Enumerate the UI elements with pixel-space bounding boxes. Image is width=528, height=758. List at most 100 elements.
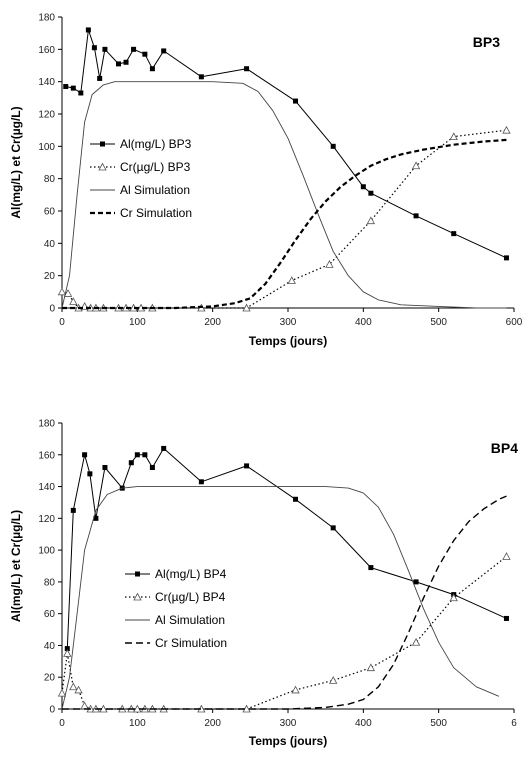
y-tick-label: 80 [44, 577, 56, 588]
panel-label: BP4 [491, 440, 518, 456]
data-point [411, 161, 421, 170]
data-point [70, 507, 76, 513]
data-point [413, 213, 419, 219]
data-point [57, 688, 67, 697]
data-point [161, 48, 167, 54]
series-line [66, 447, 507, 649]
data-point [242, 303, 251, 312]
series-1 [63, 27, 509, 261]
y-tick-label: 120 [38, 110, 55, 121]
data-point [329, 676, 338, 684]
y-axis-title: Al(mg/L) et Cr(µg/L) [9, 510, 23, 622]
y-tick-label: 160 [38, 450, 55, 461]
legend-label: Cr Simulation [120, 206, 192, 220]
data-point [131, 46, 137, 52]
data-point [325, 260, 334, 268]
x-tick-label: 200 [204, 317, 221, 328]
data-point [198, 74, 204, 80]
series-line [62, 138, 507, 310]
series-line [65, 29, 507, 259]
chart-panel-1: 0 20 40 60 80 100 120 140 160 180 0 100 200 300 400 500… [9, 13, 523, 349]
legend-label: Cr Simulation [155, 636, 227, 650]
y-tick-label: 60 [44, 207, 56, 218]
data-point [63, 649, 72, 657]
data-point [85, 27, 91, 33]
data-point [64, 646, 70, 652]
data-point [449, 132, 458, 141]
data-point [330, 143, 336, 149]
data-point [287, 276, 296, 284]
x-axis-title: Temps (jours) [249, 334, 327, 348]
data-point [451, 231, 457, 237]
panel-label: BP3 [473, 34, 500, 50]
data-point [293, 98, 299, 104]
y-tick-label: 180 [38, 419, 55, 430]
data-point [74, 685, 83, 694]
data-point [70, 85, 76, 91]
data-point [449, 593, 458, 602]
series-4 [62, 138, 507, 310]
data-point [87, 471, 93, 477]
data-point [366, 216, 376, 225]
series-line [61, 556, 507, 710]
data-point [149, 464, 155, 470]
y-tick-label: 160 [38, 45, 55, 56]
x-tick-label: 500 [430, 317, 447, 328]
x-tick-label: 100 [129, 718, 146, 729]
legend-swatch-marker [133, 592, 142, 601]
x-axis-title: Temps (jours) [249, 734, 327, 748]
data-point [502, 125, 511, 134]
data-point [413, 579, 419, 585]
series-3 [61, 81, 507, 309]
data-point [244, 463, 250, 469]
y-tick-label: 180 [38, 13, 55, 24]
y-tick-label: 40 [44, 239, 56, 250]
data-point [366, 663, 376, 672]
x-tick-label: 300 [280, 317, 297, 328]
data-point [128, 460, 134, 466]
data-point [69, 297, 78, 305]
data-point [368, 190, 374, 196]
data-point [411, 637, 421, 646]
legend-label: Al(mg/L) BP3 [120, 137, 192, 151]
x-tick-label: 100 [129, 317, 146, 328]
data-point [503, 255, 509, 261]
data-point [116, 61, 121, 67]
legend-swatch-marker [100, 141, 105, 147]
data-point [142, 51, 148, 57]
y-tick-label: 0 [49, 304, 55, 315]
y-tick-label: 120 [38, 514, 55, 525]
y-tick-label: 100 [38, 546, 55, 557]
data-point [360, 184, 366, 190]
legend-swatch-marker [98, 162, 107, 171]
data-point [63, 289, 73, 297]
series-line [61, 81, 507, 309]
data-point [82, 452, 88, 458]
data-point [134, 452, 140, 458]
data-point [142, 452, 148, 458]
legend-swatch-marker [135, 571, 140, 577]
y-tick-label: 40 [44, 641, 56, 652]
x-tick-label: 400 [355, 718, 372, 729]
legend-label: Cr(µg/L) BP3 [120, 160, 191, 174]
data-point [161, 445, 167, 451]
legend-label: Al Simulation [120, 183, 190, 197]
x-tick-label: 300 [280, 718, 297, 729]
data-point [291, 685, 300, 694]
y-tick-label: 140 [38, 482, 55, 493]
data-point [293, 496, 299, 502]
y-tick-label: 60 [44, 609, 56, 620]
x-tick-label: 500 [430, 718, 447, 729]
x-tick-label: 6 [511, 718, 517, 729]
data-point [57, 287, 67, 296]
series-line [62, 495, 507, 710]
data-point [78, 90, 84, 96]
series-line [61, 486, 500, 710]
data-point [102, 464, 108, 470]
legend-label: Cr(µg/L) BP4 [155, 590, 226, 604]
data-point [63, 84, 69, 90]
series-4 [62, 495, 507, 710]
data-point [502, 552, 511, 560]
y-axis-title: Al(mg/L) et Cr(µg/L) [9, 106, 23, 218]
